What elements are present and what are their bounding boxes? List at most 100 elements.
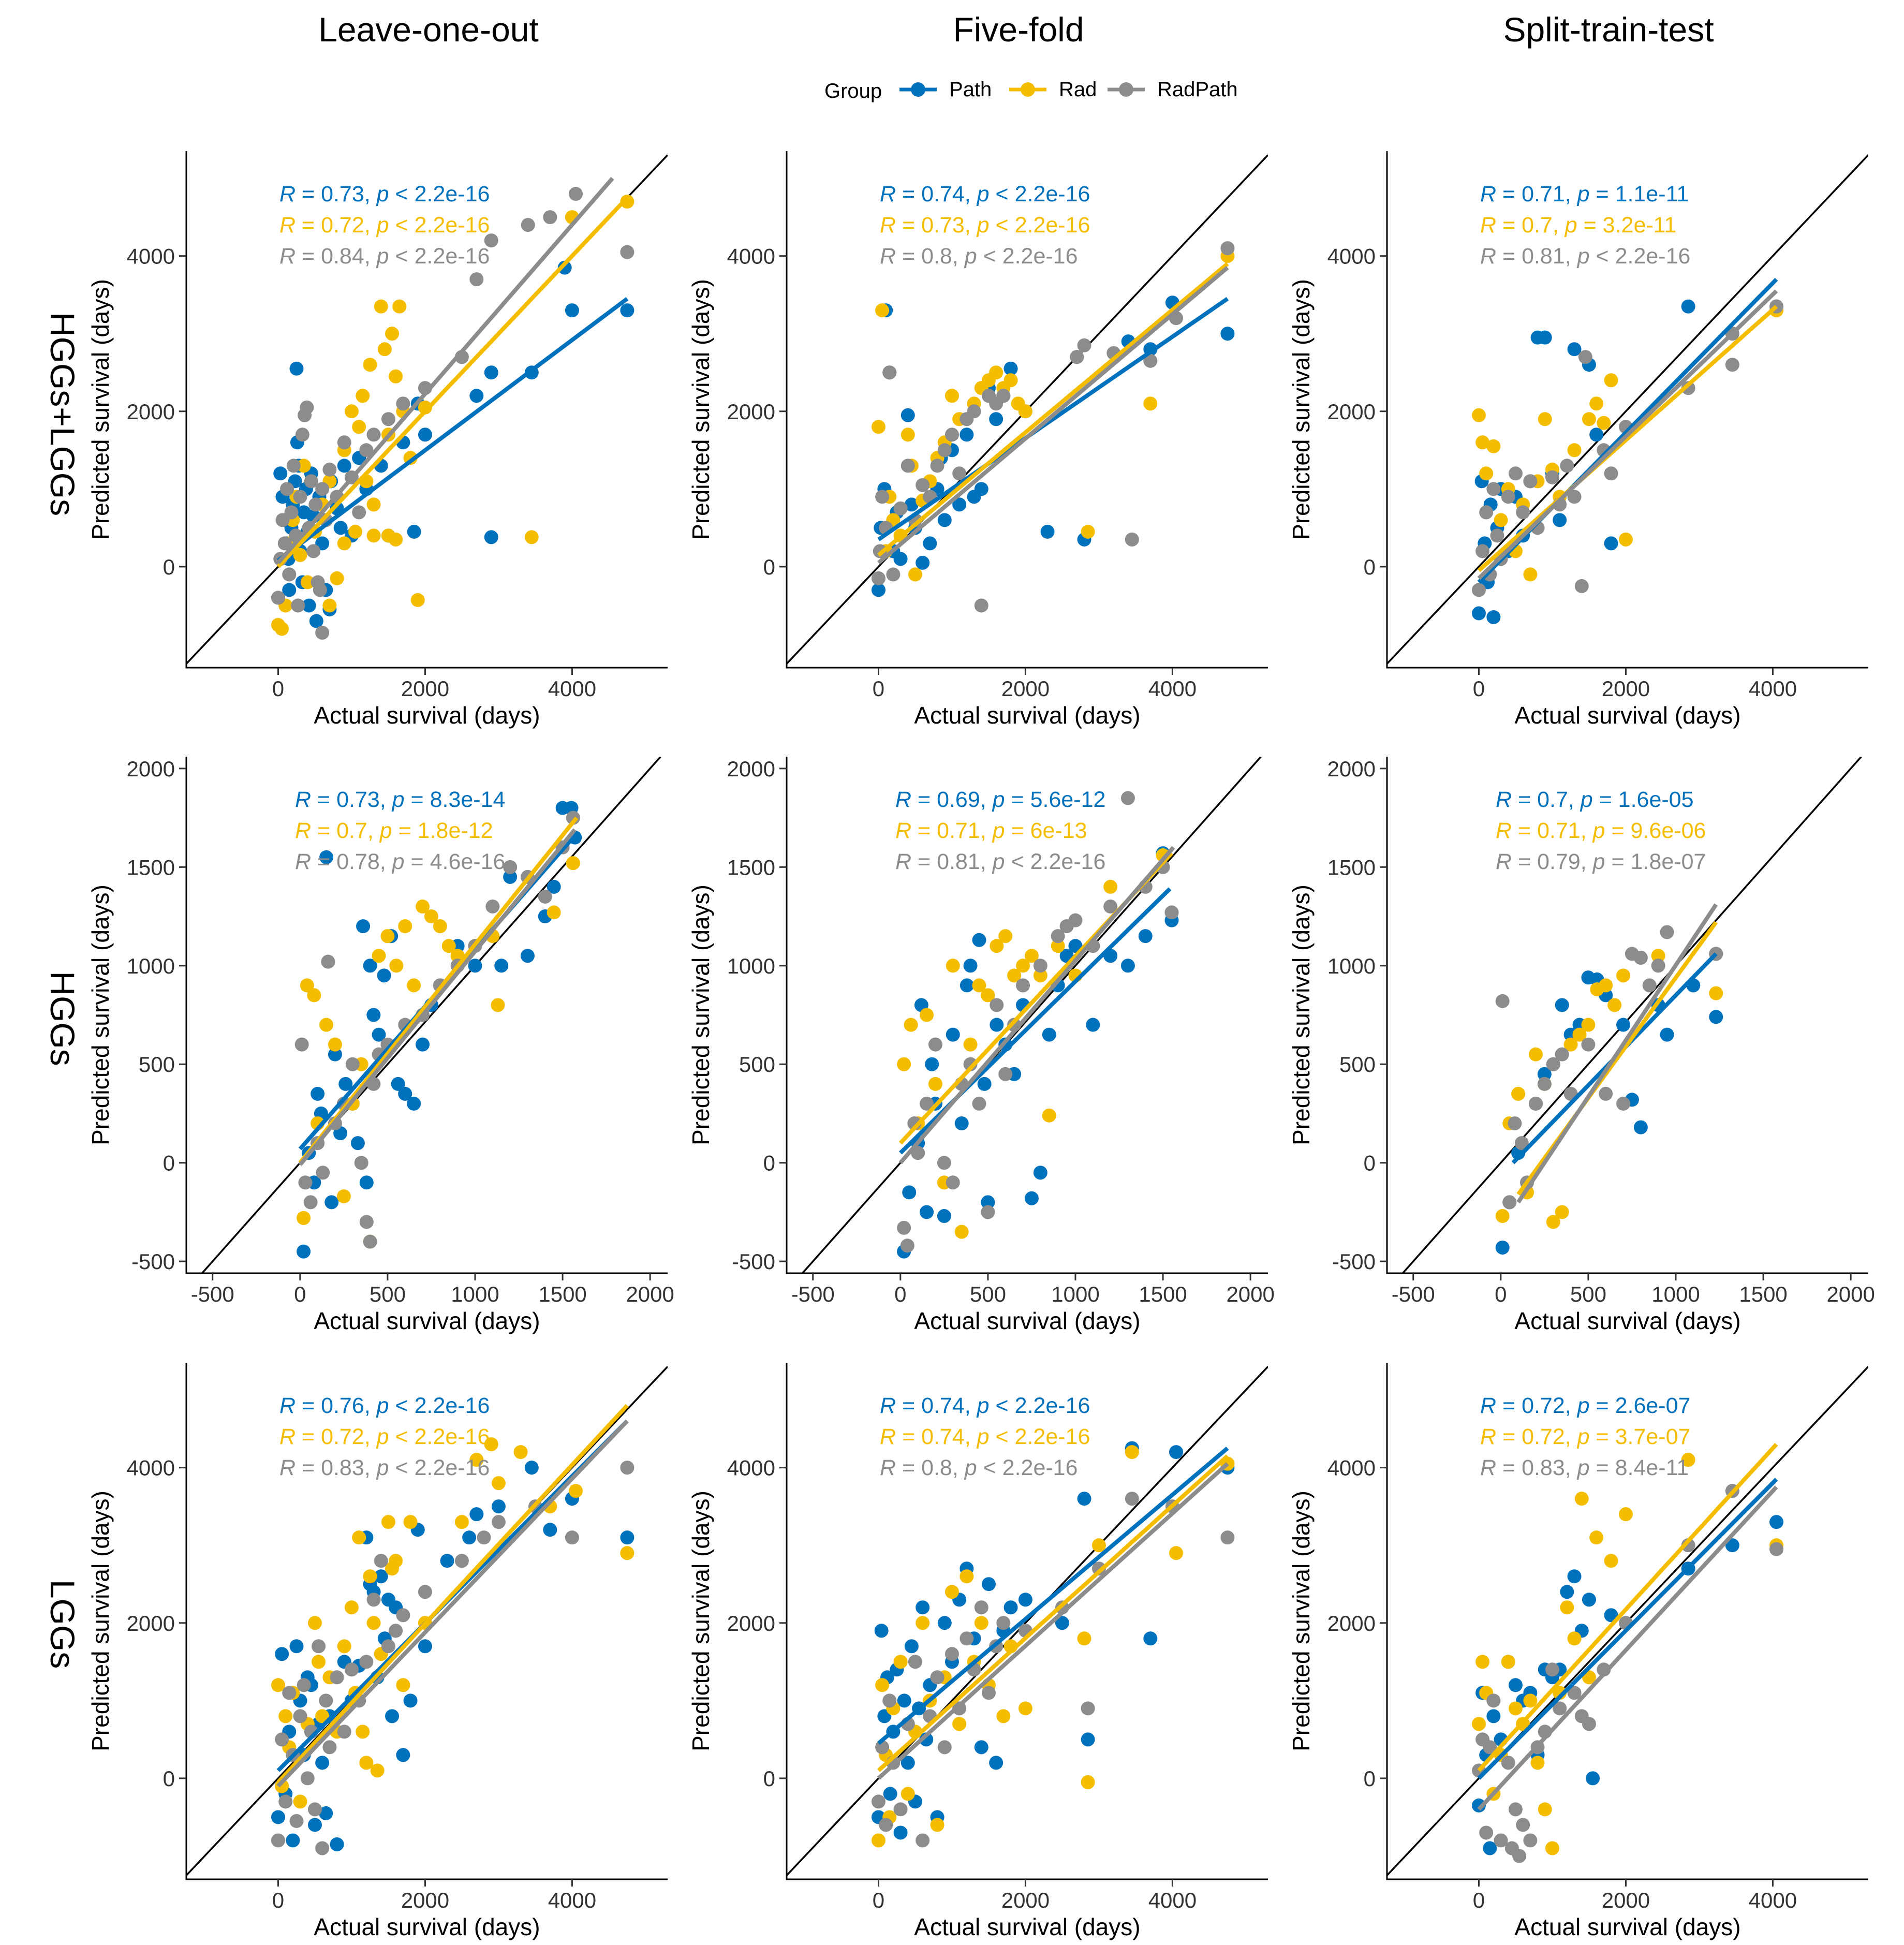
point-rad <box>454 1515 469 1529</box>
point-rad <box>996 1709 1011 1723</box>
point-rad <box>1523 567 1538 582</box>
point-radpath <box>930 1670 944 1685</box>
point-radpath <box>1514 1136 1529 1151</box>
point-radpath <box>337 435 351 450</box>
point-path <box>904 1639 919 1654</box>
point-radpath <box>930 459 944 473</box>
point-path <box>1220 327 1235 341</box>
point-rad <box>389 1554 403 1568</box>
point-path <box>330 1837 344 1851</box>
point-rad <box>1530 1756 1545 1770</box>
point-path <box>440 1554 454 1568</box>
point-path <box>309 614 323 628</box>
point-radpath <box>322 1740 337 1755</box>
point-path <box>289 361 304 376</box>
y-tick-label: 500 <box>139 1052 175 1077</box>
fit-line-radpath <box>898 846 1175 1165</box>
point-radpath <box>1143 353 1158 368</box>
point-radpath <box>963 1057 978 1071</box>
point-path <box>1769 1515 1784 1529</box>
point-radpath <box>293 490 307 504</box>
point-path <box>937 513 952 527</box>
point-radpath <box>389 1624 403 1638</box>
x-axis-title: Actual survival (days) <box>914 1913 1140 1940</box>
point-rad <box>1016 959 1030 973</box>
point-path <box>418 1639 432 1654</box>
point-radpath <box>1501 490 1515 504</box>
point-path <box>271 1810 285 1824</box>
point-rad <box>315 1709 330 1723</box>
point-radpath <box>381 412 395 426</box>
point-rad <box>407 978 421 993</box>
point-path <box>543 1523 557 1537</box>
x-axis-title: Actual survival (days) <box>914 702 1140 729</box>
point-rad <box>1003 373 1018 388</box>
point-path <box>1003 361 1018 376</box>
point-path <box>989 412 1003 426</box>
point-radpath <box>271 591 285 605</box>
point-rad <box>352 420 366 434</box>
series-path-points <box>871 1441 1235 1840</box>
point-path <box>484 365 498 380</box>
y-tick-label: -500 <box>131 1249 175 1274</box>
point-radpath <box>886 567 901 582</box>
point-radpath <box>569 187 583 201</box>
point-radpath <box>363 1234 377 1249</box>
point-rad <box>275 1779 289 1793</box>
fit-line-radpath <box>1516 903 1718 1204</box>
point-path <box>620 1530 634 1545</box>
point-radpath <box>1578 350 1592 364</box>
point-radpath <box>344 1662 359 1677</box>
point-rad <box>293 548 307 562</box>
point-path <box>974 1740 988 1755</box>
point-radpath <box>1599 1086 1613 1101</box>
point-radpath <box>1483 1740 1497 1755</box>
x-tick-label: 1500 <box>538 1282 586 1306</box>
stat-path: R = 0.69, p = 5.6e-12 <box>895 787 1105 812</box>
point-rad <box>418 400 432 415</box>
point-path <box>385 1709 400 1723</box>
x-tick-label: -500 <box>1392 1282 1435 1306</box>
fit-line-radpath <box>1477 289 1778 580</box>
stat-path: R = 0.72, p = 2.6e-07 <box>1480 1393 1690 1418</box>
point-rad <box>998 929 1013 944</box>
point-radpath <box>944 1647 959 1661</box>
point-radpath <box>374 1554 388 1568</box>
series-path-points <box>871 296 1235 597</box>
point-radpath <box>937 1156 951 1170</box>
x-axis-title: Actual survival (days) <box>1514 702 1740 729</box>
point-radpath <box>1567 1686 1582 1700</box>
point-rad <box>366 1616 381 1630</box>
point-radpath <box>1220 1530 1235 1545</box>
identity-line <box>802 757 1262 1273</box>
point-path <box>1033 1166 1047 1180</box>
point-radpath <box>1502 1195 1517 1210</box>
series-radpath-points <box>871 1492 1235 1848</box>
point-radpath <box>1574 579 1589 593</box>
point-path <box>977 1077 992 1091</box>
point-path <box>1604 536 1618 551</box>
point-radpath <box>1681 381 1695 395</box>
identity-line <box>787 1366 1268 1876</box>
point-path <box>391 1077 405 1091</box>
point-radpath <box>484 233 498 248</box>
point-rad <box>433 919 447 934</box>
point-rad <box>974 1616 988 1630</box>
point-path <box>403 1693 418 1708</box>
point-path <box>469 1507 484 1522</box>
point-radpath <box>289 1814 304 1828</box>
y-tick-label: 1000 <box>727 954 775 978</box>
point-radpath <box>275 1732 289 1747</box>
stat-path: R = 0.73, p = 8.3e-14 <box>295 787 505 812</box>
point-rad <box>1486 439 1501 453</box>
point-rad <box>293 1794 307 1809</box>
point-rad <box>871 420 885 434</box>
point-rad <box>989 365 1003 380</box>
point-radpath <box>1471 583 1486 597</box>
point-rad <box>356 1725 370 1739</box>
point-radpath <box>1769 1542 1784 1556</box>
point-rad <box>398 919 412 934</box>
point-rad <box>1081 524 1095 539</box>
point-radpath <box>1120 791 1135 805</box>
y-tick-label: 2000 <box>727 1611 775 1635</box>
